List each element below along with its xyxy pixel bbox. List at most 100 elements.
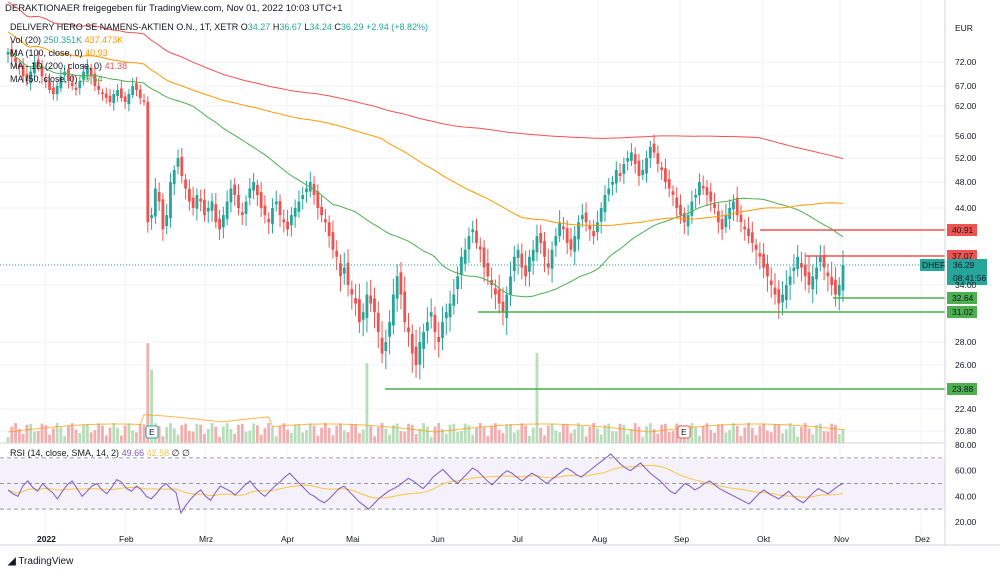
candle-body <box>652 143 656 153</box>
volume-bar <box>267 423 271 443</box>
volume-bar <box>558 432 562 443</box>
volume-bar <box>150 369 153 443</box>
candle-body <box>410 333 414 354</box>
volume-bar <box>369 426 373 443</box>
candle-body <box>562 226 565 230</box>
level-badge-text: 40.91 <box>952 225 974 235</box>
volume-bar <box>21 433 25 443</box>
volume-bar <box>206 428 210 443</box>
volume-ma-line <box>7 414 844 433</box>
level-badge <box>947 383 977 395</box>
candle-body <box>85 66 89 75</box>
candle-body <box>818 256 822 263</box>
volume-bar <box>531 427 535 443</box>
volume-bar <box>784 429 788 443</box>
volume-bar <box>127 423 131 443</box>
volume-bar <box>135 432 138 443</box>
candle-body <box>274 201 278 205</box>
candle-body <box>441 322 444 339</box>
earnings-marker-label: E <box>149 427 155 437</box>
volume-bar <box>822 431 826 443</box>
candle-body <box>93 73 97 86</box>
time-axis[interactable]: 2022 Feb Mrz Apr Mai Jun Jul Aug Sep Okt Nov Dez <box>37 534 930 544</box>
candle-body <box>698 182 701 196</box>
candle-body <box>656 153 660 164</box>
ohlc-open: 34.27 <box>247 22 271 32</box>
volume-bar <box>323 423 327 443</box>
volume-bar <box>452 423 456 443</box>
candle-body <box>142 100 146 102</box>
price-axis[interactable]: 20.80 22.40 26.00 28.00 34.00 44.00 48.00 52.00… <box>955 23 977 436</box>
symbol-name: DELIVERY HERO SE NAMENS-AKTIEN O.N., 1T,… <box>10 22 239 32</box>
candle-body <box>459 256 463 276</box>
volume-bar <box>698 435 701 443</box>
candle-body <box>505 294 509 319</box>
candle-body <box>437 337 441 342</box>
volume-bar <box>543 435 546 443</box>
candle-body <box>414 346 418 365</box>
candle-body <box>237 195 240 208</box>
volume-bar <box>592 423 596 443</box>
candle-body <box>607 188 611 195</box>
legend-vol[interactable]: Vol (20) 250.351K 437.473K <box>10 35 123 45</box>
candle-body <box>633 154 637 164</box>
volume-bar <box>172 428 176 443</box>
candle-body <box>112 94 116 104</box>
candle-body <box>501 301 505 313</box>
candle-body <box>781 294 784 303</box>
volume-bar <box>48 434 51 443</box>
candle-body <box>138 89 142 98</box>
candle-body <box>422 332 426 349</box>
candle-body <box>630 152 633 161</box>
price-tick-label: 22.40 <box>955 404 977 414</box>
level-badge <box>947 292 977 304</box>
volume-bar <box>773 423 777 443</box>
candle-body <box>176 158 180 167</box>
volume-bar <box>709 429 713 443</box>
candle-body <box>660 167 664 170</box>
volume-bar <box>33 431 36 443</box>
legend-rsi-value: 49.66 <box>121 448 145 458</box>
volume-bar <box>221 426 225 443</box>
volume-bar <box>203 433 206 443</box>
legend-ma200[interactable]: MA - 1D (200, close, 0) 41.38 <box>10 61 127 71</box>
volume-bar <box>74 429 78 443</box>
volume-bar <box>546 425 550 443</box>
volume-bar <box>225 423 229 443</box>
candle-body <box>233 184 237 195</box>
tradingview-logo[interactable]: ◢ TradingView <box>8 556 73 567</box>
volume-bar <box>656 433 660 443</box>
legend-rsi[interactable]: RSI (14, close, SMA, 14, 2) 49.66 42.58 … <box>10 448 190 459</box>
candle-body <box>735 197 739 216</box>
candle-body <box>493 288 497 295</box>
legend-ma50[interactable]: MA (50, close, 0) 39.54 <box>10 74 103 84</box>
time-tick-label: 2022 <box>37 534 56 544</box>
candle-body <box>834 279 837 295</box>
candle-body <box>399 272 403 295</box>
candle-body <box>803 264 807 277</box>
candle-body <box>127 94 131 105</box>
volume-bar <box>826 431 830 443</box>
volume-bar <box>584 436 588 443</box>
volume-bar <box>769 432 773 443</box>
volume-bar <box>169 423 172 443</box>
legend-ma100-label: MA (100, close, 0) <box>10 48 83 58</box>
candle-body <box>667 179 671 189</box>
candle-body <box>769 280 773 285</box>
volume-bar <box>78 433 82 443</box>
candle-body <box>444 312 448 319</box>
volume-bar <box>25 424 29 443</box>
candle-body <box>244 201 248 214</box>
volume-bar <box>112 423 116 443</box>
candle-body <box>407 327 410 333</box>
candle-body <box>305 188 308 193</box>
volume-bar <box>482 427 486 443</box>
candle-body <box>172 170 176 185</box>
volume-bar <box>191 431 195 443</box>
time-tick-label: Mrz <box>199 534 213 544</box>
legend-ma100[interactable]: MA (100, close, 0) 40.93 <box>10 48 108 58</box>
horizontal-levels: 40.91 37.07 DHER 36.29 08:41:56 32.64 31.02 23.… <box>0 224 987 439</box>
volume-bar <box>735 425 739 443</box>
symbol-legend[interactable]: DELIVERY HERO SE NAMENS-AKTIEN O.N., 1T,… <box>10 22 428 32</box>
candle-body <box>463 249 467 264</box>
